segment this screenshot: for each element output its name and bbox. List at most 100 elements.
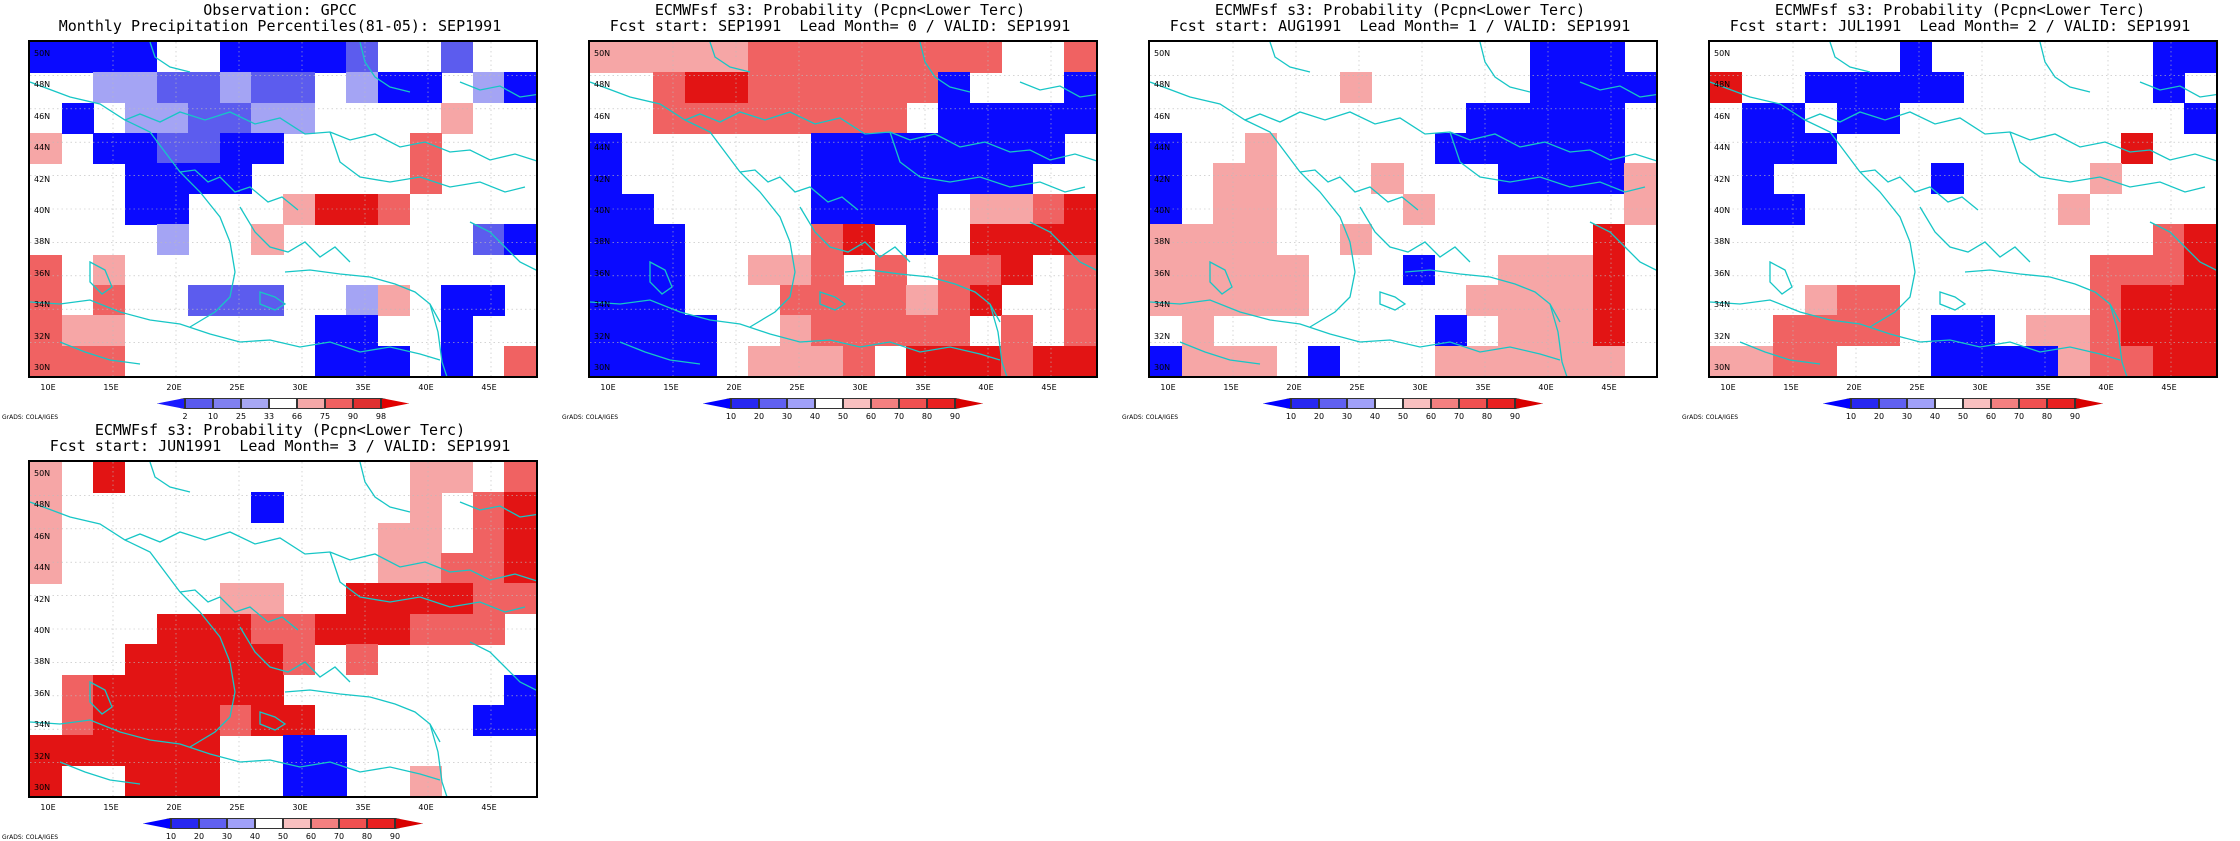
lon-label: 15E [663,383,679,392]
lat-label: 34N [34,720,51,730]
lat-label: 42N [1154,174,1171,184]
colorbar-box [1263,398,1291,409]
grid-cell [441,613,474,645]
colorbar-label: 40 [1369,412,1381,421]
grid-cell [124,704,158,736]
colorbar-box [1963,398,1991,409]
grid-cell [346,42,379,73]
grid-cell [2152,224,2185,256]
grid-cell [1434,315,1467,347]
grid-cell [504,462,536,493]
grid-cell [61,42,94,73]
grid-cell [283,765,316,796]
grid-cell [1592,102,1625,134]
panel-title-line1: ECMWFsf s3: Probability (Pcpn<Lower Terc… [94,421,466,439]
grid-cell [1561,284,1594,316]
grid-cell [346,193,379,225]
grid-cell [1561,72,1594,104]
grid-cell [843,72,876,104]
grid-cell [1001,102,1034,134]
colorbar-label: 60 [1985,412,1997,421]
grid-cell [409,765,442,796]
grid-cell [1624,163,1656,195]
colorbar-label: 90 [1509,412,1521,421]
grid-cell [93,674,126,706]
grid-cell [504,72,536,104]
grid-cell [283,42,316,73]
grid-cell [61,345,94,376]
colorbar-label: 30 [1901,412,1913,421]
grid-cell [716,42,749,73]
grid-cell [346,315,379,347]
lon-label: 30E [292,383,308,392]
lat-label: 40N [34,206,51,215]
colorbar-box [1487,398,1515,409]
grid-cell [1592,315,1625,347]
colorbar-label: 90 [347,412,359,421]
grid-cell [1403,254,1436,286]
grid-cell [874,254,907,286]
grid-cell [1773,133,1806,165]
grid-cell [409,72,442,104]
grid-cell [472,492,505,524]
grid-cell [1529,42,1562,73]
grid-cell [874,72,907,104]
lon-label: 15E [103,383,119,392]
grid-cell [1308,345,1341,376]
colorbar-label: 50 [1397,412,1409,421]
grid-cell [2152,72,2185,104]
grid-cell [1276,254,1309,286]
grid-cell [653,224,686,256]
grid-cell [2184,102,2216,134]
grid-cell [504,553,536,585]
grid-cell [188,72,221,104]
lat-label: 34N [594,300,611,310]
colorbar-label: 20 [1873,412,1885,421]
lat-label: 44N [594,143,611,153]
grid-cell [1529,133,1562,165]
grid-cell [1001,133,1034,165]
grid-cell [219,284,252,316]
colorbar-label: 70 [2013,412,2025,421]
lon-label: 20E [1286,383,1302,392]
grid-cell [748,254,781,286]
colorbar-label: 70 [333,832,345,841]
grid-cell [251,583,284,615]
lat-label: 46N [1154,111,1171,121]
grid-cell [1741,133,1774,165]
grid-cell [219,583,252,615]
grid-cell [2121,345,2154,376]
colorbar-box [1291,398,1319,409]
grid-cell [346,644,379,676]
grads-credit: GrADS: COLA/IGES [2,834,59,841]
lat-label: 44N [34,563,51,573]
grid-cell [251,704,284,736]
grid-cell [1804,284,1838,316]
map-frame: 50N 48N 46N 44N 42N 40N 38N 36N 34N 32N 30N [1148,40,1658,378]
grid-cell [621,193,654,225]
grid-cell [2152,42,2185,73]
colorbar-label: 40 [1929,412,1941,421]
colorbar-label: 90 [949,412,961,421]
grid-cell [1868,284,1901,316]
grid-cell [779,315,812,347]
colorbar-box [395,818,423,829]
grid-cell [346,613,379,645]
lat-label: 50N [34,469,51,478]
colorbar-label: 25 [235,412,247,421]
grid-cell [124,644,158,676]
colorbar-label: 66 [291,412,303,421]
colorbar-box [1515,398,1543,409]
grid-cell [1592,345,1625,376]
grid-cell [1497,254,1531,286]
grid-cell [874,315,907,347]
grid-cell [1244,345,1278,376]
colorbar-label: 30 [1341,412,1353,421]
grid-cell [1064,193,1096,225]
grid-cell [969,102,1002,134]
grid-cell [251,644,284,676]
grid-cell [156,163,189,195]
grid-cell [779,284,812,316]
grid-cell [1931,315,1964,347]
grid-cell [1497,284,1531,316]
